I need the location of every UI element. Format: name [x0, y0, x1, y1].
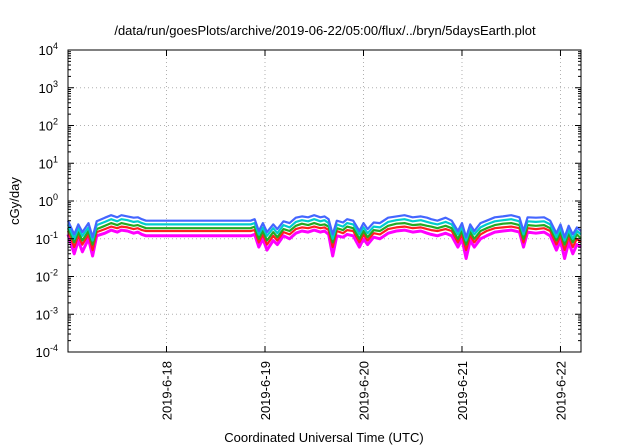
x-tick-label: 2019-6-18 — [159, 361, 174, 420]
x-tick-label: 2019-6-21 — [455, 361, 470, 420]
series-line-2 — [66, 225, 582, 252]
series-line-1 — [66, 228, 582, 260]
data-series — [66, 214, 582, 260]
y-tick-label: 10-3 — [36, 305, 58, 322]
y-tick-label: 10-1 — [36, 230, 58, 247]
y-tick-label: 102 — [39, 117, 58, 134]
y-tick-label: 10-2 — [36, 268, 58, 285]
series-line-5 — [66, 214, 582, 239]
chart-title: /data/run/goesPlots/archive/2019-06-22/0… — [114, 23, 536, 38]
x-tick-label: 2019-6-19 — [258, 361, 273, 420]
x-axis: 2019-6-18 2019-6-19 2019-6-20 2019-6-21 2019… — [159, 50, 568, 420]
y-tick-label: 101 — [39, 154, 58, 171]
x-tick-label: 2019-6-22 — [553, 361, 568, 420]
y-tick-label: 103 — [39, 79, 58, 96]
x-axis-title: Coordinated Universal Time (UTC) — [224, 430, 423, 445]
y-tick-label: 100 — [39, 192, 58, 209]
y-axis: 10-4 10-3 10-2 10-1 100 101 102 103 104 — [36, 41, 581, 360]
y-tick-label: 10-4 — [36, 343, 58, 360]
series-line-3 — [66, 222, 582, 246]
grid-lines — [68, 50, 581, 352]
x-tick-label: 2019-6-20 — [356, 361, 371, 420]
y-axis-title: cGy/day — [7, 177, 22, 225]
series-line-4 — [66, 218, 582, 242]
y-tick-label: 104 — [39, 41, 58, 58]
